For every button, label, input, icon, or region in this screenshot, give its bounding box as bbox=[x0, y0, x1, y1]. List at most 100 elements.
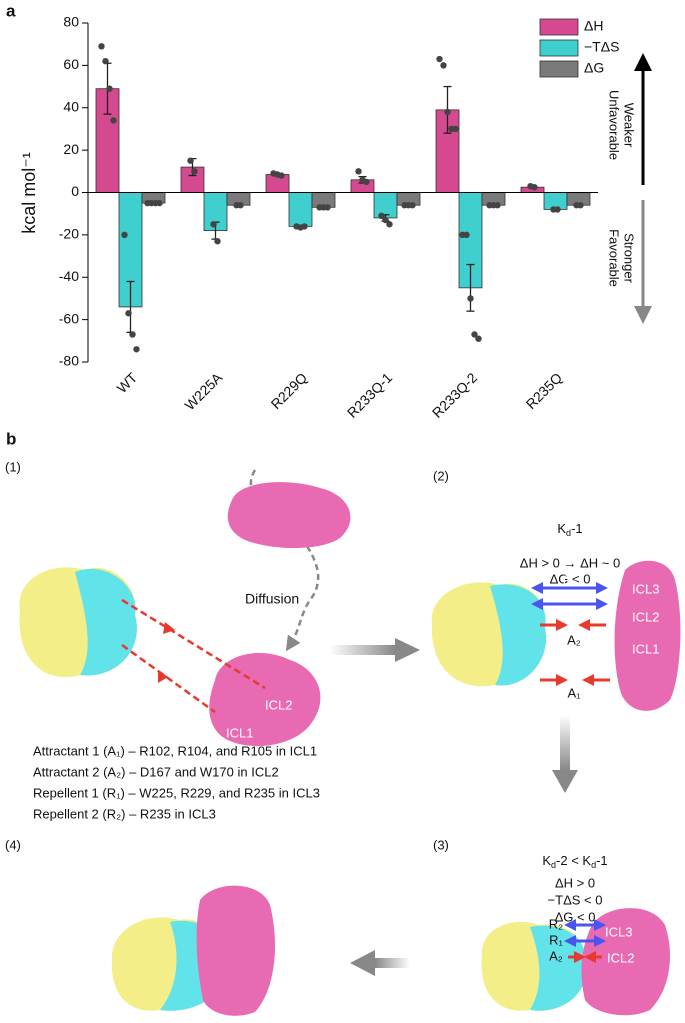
bar bbox=[288, 192, 313, 227]
loop-label: ICL3 bbox=[632, 581, 659, 596]
y-tick-label: -40 bbox=[59, 268, 79, 284]
y-tick-label: 40 bbox=[63, 98, 79, 114]
diagram: (1) (2) (3) (4) Diffusion ICL2 ICL1 Kd-1… bbox=[5, 459, 681, 1016]
kd-label: Kd-1 bbox=[557, 521, 582, 538]
condition: ΔH > 0 → ΔH ~ 0 bbox=[520, 555, 620, 570]
y-axis-label: kcal mol⁻¹ bbox=[19, 152, 39, 234]
data-point bbox=[187, 157, 194, 164]
force-label: R₁ bbox=[563, 588, 577, 603]
panel-label: b bbox=[6, 429, 16, 448]
step-arrow bbox=[560, 715, 570, 770]
plot: -80 -60 -40 -20 0 20 40 60 80 WT W225A R229Q R233Q-1… bbox=[59, 14, 620, 421]
y-tick-label: 20 bbox=[63, 141, 79, 157]
x-tick-label: R229Q bbox=[268, 369, 311, 412]
data-point bbox=[471, 331, 478, 338]
data-point bbox=[452, 125, 459, 133]
loop-label: ICL3 bbox=[605, 924, 632, 939]
g-protein bbox=[614, 560, 681, 711]
x-tick-label: R233Q-2 bbox=[429, 369, 481, 421]
data-point bbox=[278, 172, 285, 179]
annotation: Favorable bbox=[607, 229, 622, 287]
y-tick-label: -20 bbox=[59, 226, 79, 242]
data-point bbox=[554, 206, 561, 213]
g-protein bbox=[209, 652, 321, 747]
x-tick-label: R235Q bbox=[523, 369, 566, 412]
step-arrow bbox=[395, 638, 420, 662]
step-label: (4) bbox=[5, 837, 21, 852]
force-label: A₂ bbox=[567, 632, 581, 647]
legend-line: Attractant 2 (A₂) – D167 and W170 in ICL… bbox=[33, 764, 279, 779]
y-tick-label: -80 bbox=[59, 353, 79, 369]
step-arrow bbox=[552, 770, 578, 793]
y-tick-label: -60 bbox=[59, 310, 79, 326]
y-tick-label: 60 bbox=[63, 56, 79, 72]
loop-label: ICL2 bbox=[265, 697, 292, 712]
arrow bbox=[121, 643, 216, 714]
arrowhead bbox=[158, 670, 168, 683]
data-point bbox=[467, 295, 474, 302]
data-point bbox=[494, 202, 501, 209]
annotation: Diffusion bbox=[245, 591, 299, 607]
bar bbox=[543, 192, 568, 210]
data-point bbox=[110, 117, 117, 124]
kd-label: Kd-2 < Kd-1 bbox=[542, 853, 607, 870]
data-point bbox=[463, 231, 470, 239]
legend-swatch bbox=[539, 18, 579, 36]
legend-label: ΔG bbox=[584, 60, 604, 76]
data-point bbox=[156, 199, 163, 207]
data-point bbox=[363, 178, 370, 186]
data-point bbox=[133, 346, 140, 353]
data-point bbox=[191, 168, 198, 175]
step-arrow bbox=[330, 645, 395, 655]
data-point bbox=[440, 62, 447, 69]
receptor bbox=[19, 567, 137, 678]
y-tick-label: 0 bbox=[71, 183, 79, 199]
data-point bbox=[121, 231, 128, 239]
receptor bbox=[431, 582, 547, 687]
loop-label: ICL1 bbox=[632, 641, 659, 656]
step-label: (3) bbox=[433, 837, 449, 852]
data-point bbox=[98, 43, 105, 50]
legend-line: Repellent 2 (R₂) – R235 in ICL3 bbox=[33, 806, 216, 821]
y-tick-label: 80 bbox=[63, 14, 79, 30]
data-point bbox=[577, 202, 584, 209]
step-arrow bbox=[375, 958, 410, 968]
data-point bbox=[324, 204, 331, 211]
complex bbox=[111, 885, 275, 1016]
data-point bbox=[237, 202, 244, 209]
data-point bbox=[355, 168, 362, 175]
loop-label: ICL1 bbox=[226, 725, 253, 740]
condition: ΔH > 0 bbox=[555, 875, 595, 890]
legend-swatch bbox=[539, 60, 579, 78]
annotation: Stronger bbox=[622, 233, 637, 284]
arrow bbox=[121, 598, 266, 690]
data-point bbox=[125, 310, 132, 317]
data-point bbox=[129, 331, 136, 338]
data-point bbox=[436, 55, 443, 63]
legend-line: Attractant 1 (A₁) – R102, R104, and R105… bbox=[33, 743, 317, 758]
data-point bbox=[301, 223, 308, 230]
data-point bbox=[106, 85, 113, 92]
data-point bbox=[210, 221, 217, 228]
x-tick-label: R233Q-1 bbox=[344, 369, 396, 421]
step-label: (1) bbox=[5, 459, 21, 474]
force-label: R₂ bbox=[549, 916, 563, 931]
data-point bbox=[444, 108, 451, 116]
step-arrow bbox=[350, 950, 375, 976]
data-point bbox=[409, 202, 416, 209]
arrowhead bbox=[163, 622, 175, 634]
legend-swatch bbox=[539, 39, 579, 57]
force-label: R₁ bbox=[549, 932, 563, 947]
g-protein bbox=[227, 482, 351, 548]
x-tick-label: W225A bbox=[181, 369, 225, 413]
legend-label: −TΔS bbox=[584, 39, 619, 55]
x-tick-label: WT bbox=[114, 369, 141, 396]
legend-label: ΔH bbox=[584, 18, 603, 34]
data-point bbox=[475, 335, 482, 342]
force-label: A₁ bbox=[567, 685, 581, 700]
data-point bbox=[531, 184, 538, 191]
force-label: A₂ bbox=[549, 948, 563, 963]
annotation: Weaker bbox=[622, 103, 637, 148]
data-point bbox=[382, 216, 389, 224]
